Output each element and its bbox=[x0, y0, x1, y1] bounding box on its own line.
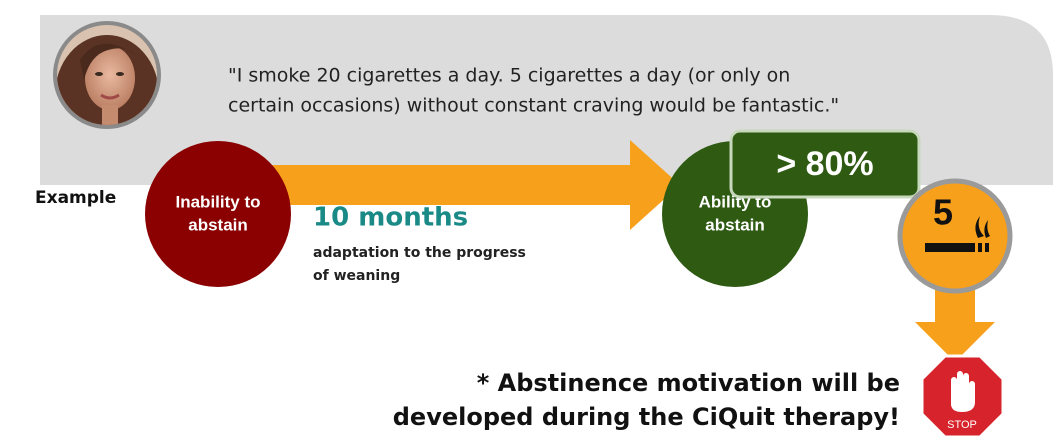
rate: > 80% bbox=[776, 145, 873, 183]
stop-sign: STOP bbox=[920, 354, 1005, 439]
cigarette-icon bbox=[925, 216, 990, 252]
arrow bbox=[230, 140, 680, 230]
start-label: abstain bbox=[188, 215, 248, 234]
rate-box bbox=[729, 129, 921, 199]
quote-line: certain occasions) without constant crav… bbox=[228, 95, 839, 117]
duration-text: of weaning bbox=[313, 268, 400, 284]
avatar bbox=[53, 21, 161, 129]
down-arrow bbox=[915, 290, 995, 362]
end-label: abstain bbox=[705, 215, 765, 234]
cigarette-count: 5 bbox=[933, 192, 953, 233]
stop-label: STOP bbox=[947, 419, 977, 431]
start-label: Inability to bbox=[176, 192, 261, 211]
duration-title: 10 months bbox=[313, 203, 468, 233]
example-label: Example bbox=[35, 188, 116, 208]
note: * Abstinence motivation will be bbox=[477, 369, 900, 397]
start-circle bbox=[145, 141, 291, 287]
cigarette-circle bbox=[897, 178, 1013, 294]
quote-line: "I smoke 20 cigarettes a day. 5 cigarett… bbox=[228, 65, 790, 87]
duration-text: adaptation to the progress bbox=[313, 245, 526, 261]
note: developed during the CiQuit therapy! bbox=[393, 403, 900, 431]
